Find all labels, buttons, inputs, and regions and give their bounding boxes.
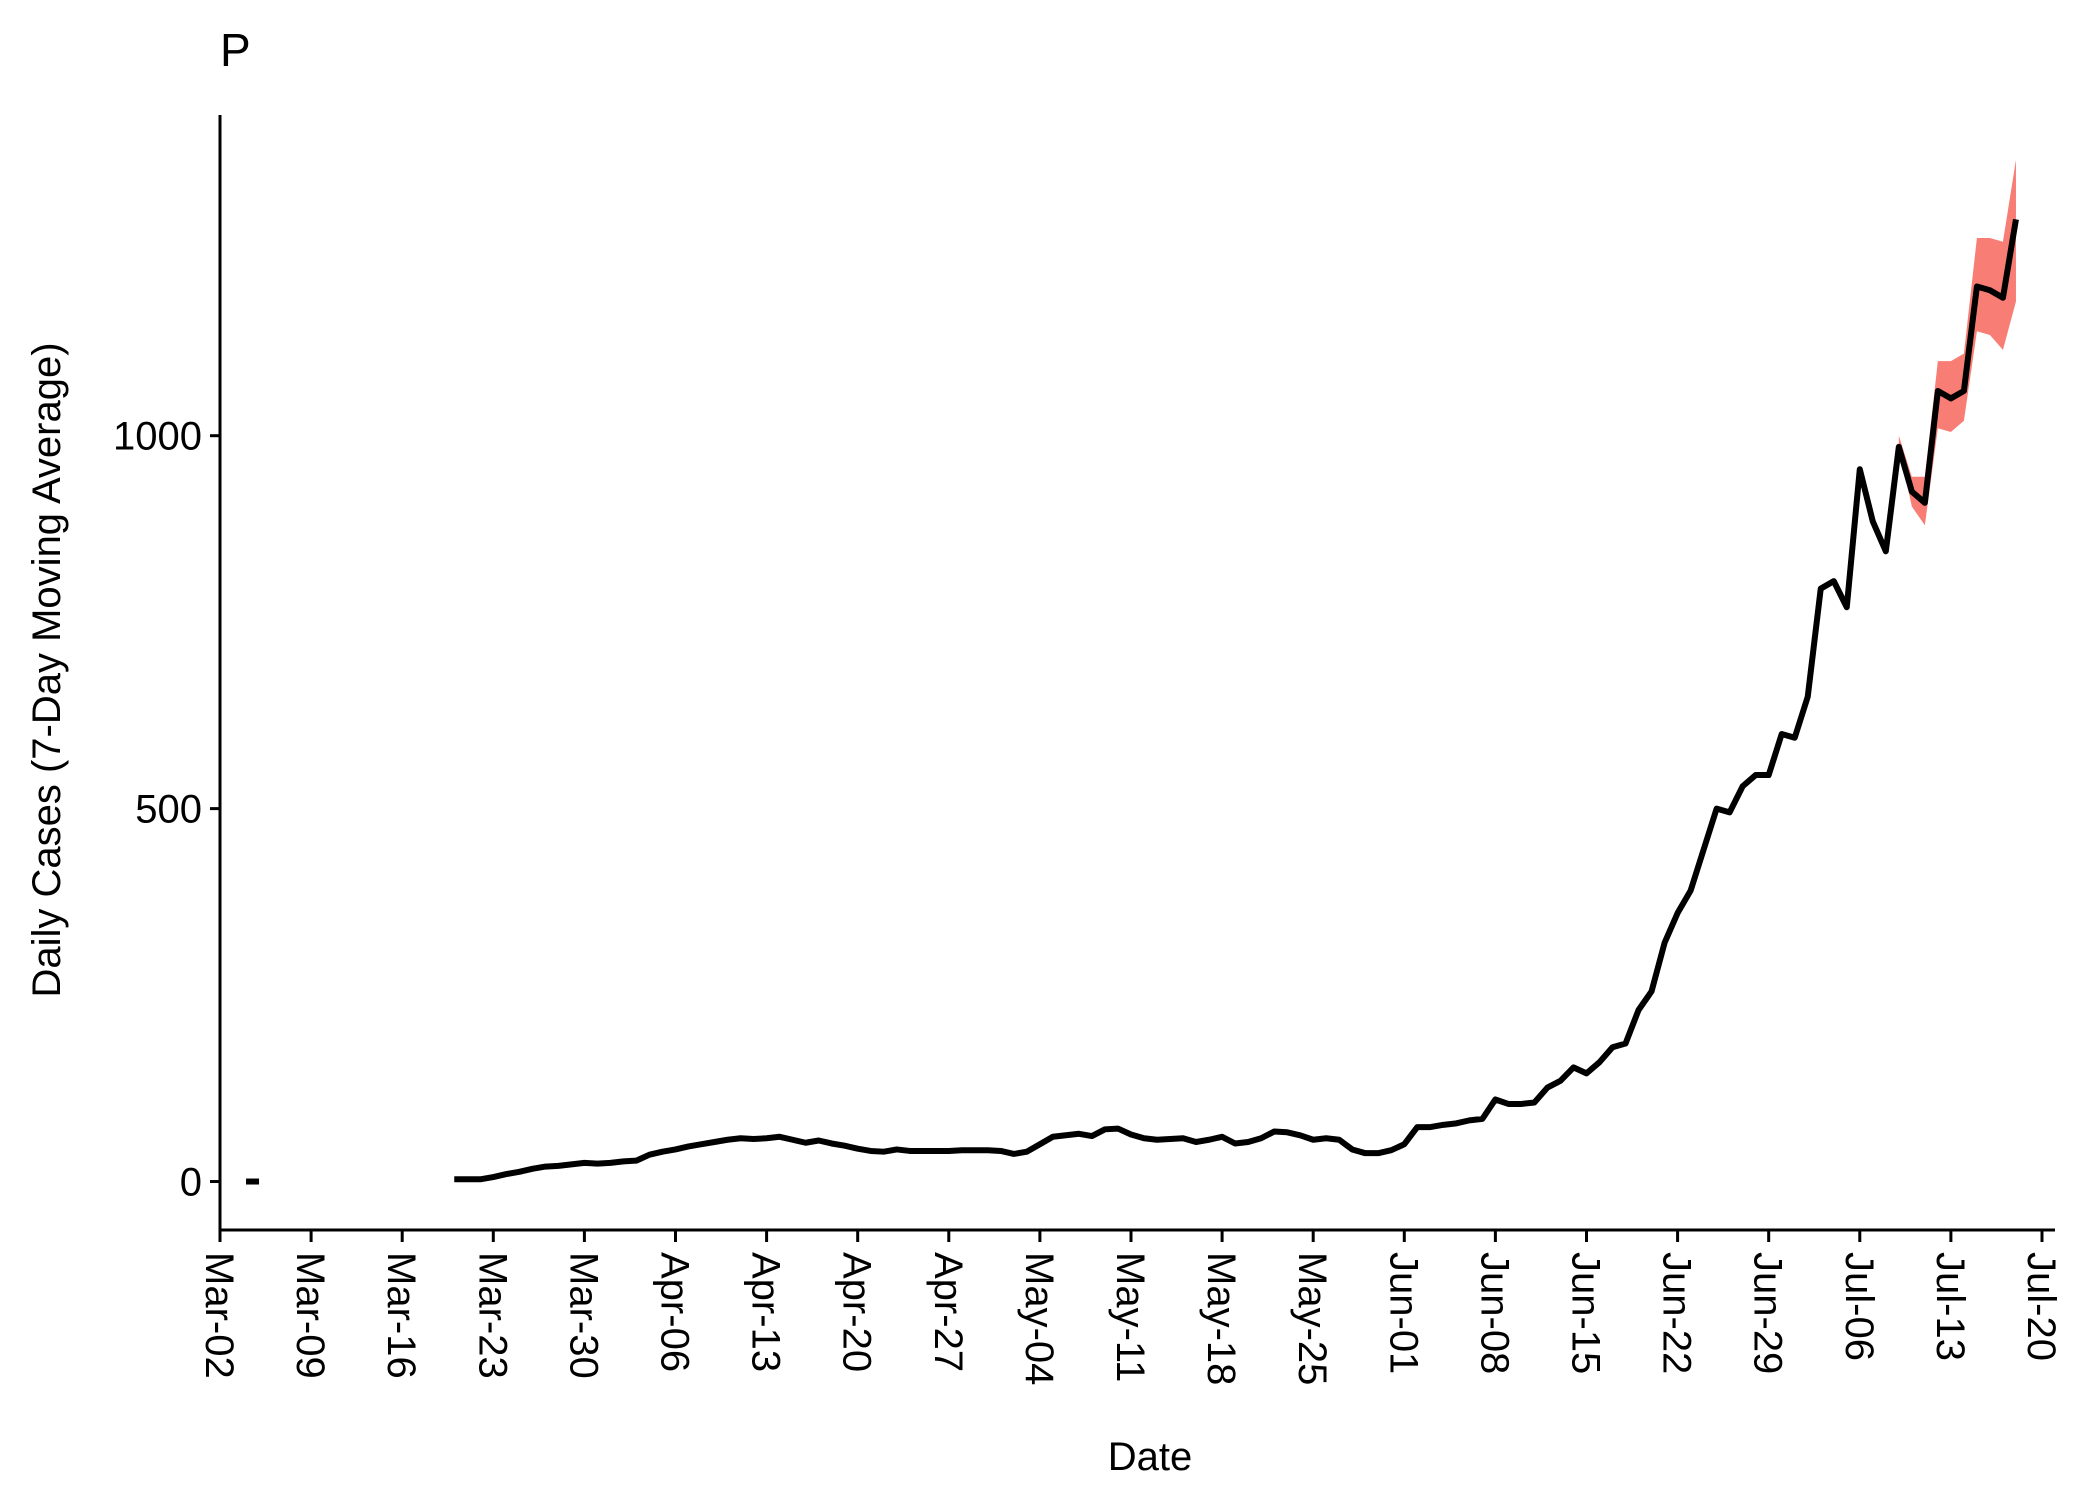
x-tick-label: Jun-22	[1655, 1252, 1699, 1374]
x-tick-label: Jun-08	[1472, 1252, 1516, 1374]
x-tick-label: Jul-20	[2019, 1252, 2063, 1361]
x-axis-label: Date	[1108, 1435, 1193, 1479]
x-tick-label: Apr-27	[926, 1252, 970, 1372]
x-tick-label: Jul-13	[1928, 1252, 1972, 1361]
x-tick-label: Mar-16	[379, 1252, 423, 1379]
x-tick-label: Mar-23	[470, 1252, 514, 1379]
y-tick-label: 500	[135, 788, 202, 832]
x-tick-label: Jul-06	[1837, 1252, 1881, 1361]
confidence-band	[1898, 159, 2016, 526]
series-line-layer	[246, 218, 2019, 1185]
x-tick-label: May-25	[1290, 1252, 1334, 1385]
x-tick-label: Mar-30	[561, 1252, 605, 1379]
y-axis-label: Daily Cases (7-Day Moving Average)	[25, 342, 69, 997]
y-axis-ticks: 0 500 1000	[113, 415, 220, 1205]
x-tick-label: Mar-09	[288, 1252, 332, 1379]
x-tick-label: Jun-01	[1381, 1252, 1425, 1374]
y-tick-label: 1000	[113, 415, 202, 459]
x-tick-label: Apr-06	[652, 1252, 696, 1372]
y-tick-label: 0	[180, 1161, 202, 1205]
x-axis-ticks: Mar-02 Mar-09 Mar-16 Mar-23 Mar-30 Apr-06 Apr-…	[197, 1230, 2063, 1385]
x-tick-label: May-18	[1199, 1252, 1243, 1385]
x-tick-label: Jun-15	[1563, 1252, 1607, 1374]
panel-label: P	[220, 24, 251, 76]
series-line-segment	[454, 218, 2019, 1183]
confidence-band-layer	[1898, 159, 2016, 526]
x-tick-label: Apr-13	[744, 1252, 788, 1372]
x-tick-label: May-11	[1108, 1252, 1152, 1382]
x-tick-label: Mar-02	[197, 1252, 241, 1379]
x-tick-label: Jun-29	[1746, 1252, 1790, 1374]
x-tick-label: Apr-20	[835, 1252, 879, 1372]
x-tick-label: May-04	[1017, 1252, 1061, 1385]
